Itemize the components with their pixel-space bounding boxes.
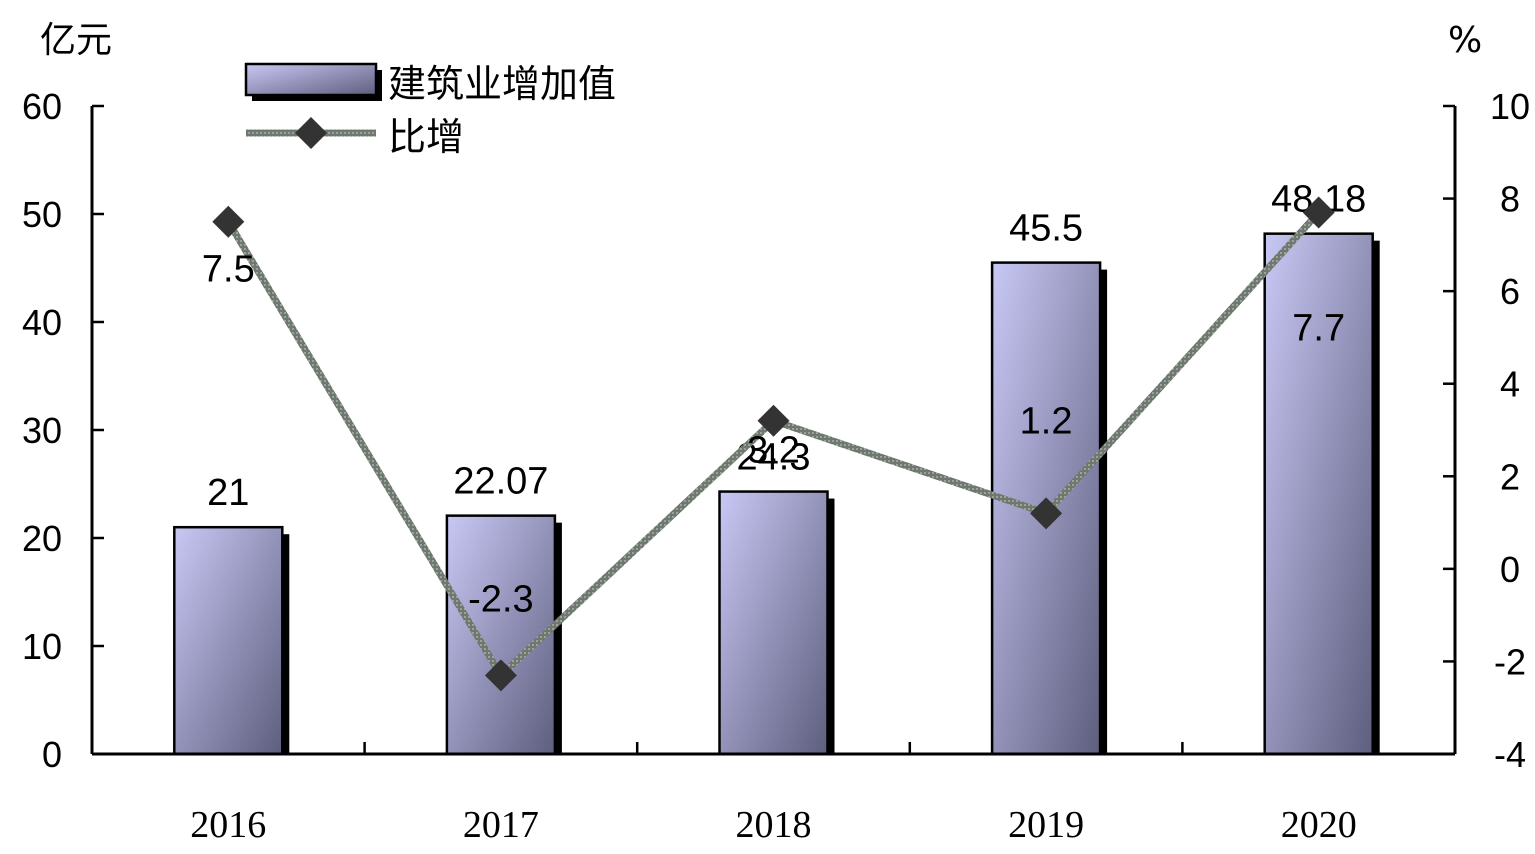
left-axis-tick-label: 0 bbox=[42, 734, 62, 775]
line-marker bbox=[1030, 497, 1063, 530]
bar-value-label: 22.07 bbox=[453, 461, 548, 503]
left-axis-tick-label: 10 bbox=[22, 626, 62, 667]
line-marker bbox=[757, 404, 790, 437]
bar bbox=[718, 490, 829, 756]
line-series: 7.5 -2.3 3.2 1.2 7.7 bbox=[202, 196, 1345, 692]
legend-bar-swatch-fill bbox=[244, 62, 378, 97]
category-label: 2018 bbox=[736, 804, 812, 846]
bar bbox=[1263, 232, 1374, 756]
line-marker bbox=[1302, 196, 1335, 229]
left-axis-ticks: 0 10 20 30 40 50 60 bbox=[22, 86, 104, 775]
right-axis-tick-label: 8 bbox=[1500, 179, 1520, 220]
line-marker bbox=[484, 659, 517, 692]
right-axis-tick-label: 0 bbox=[1500, 549, 1520, 590]
legend-line-label: 比增 bbox=[388, 115, 464, 159]
axes bbox=[90, 106, 1457, 756]
bar-value-label: 45.5 bbox=[1009, 208, 1083, 250]
line-value-label: -2.3 bbox=[468, 578, 533, 620]
legend-bar-label: 建筑业增加值 bbox=[388, 62, 616, 106]
legend-diamond-icon bbox=[295, 117, 327, 149]
line-value-label: 3.2 bbox=[747, 430, 800, 472]
bar-value-label: 21 bbox=[207, 472, 249, 514]
left-axis-tick-label: 60 bbox=[22, 86, 62, 127]
line-marker bbox=[212, 205, 245, 238]
line-value-label: 7.5 bbox=[202, 249, 255, 291]
bar bbox=[173, 525, 284, 756]
right-axis-ticks: -4 -2 0 2 4 6 8 10 bbox=[1443, 86, 1530, 775]
category-label: 2017 bbox=[463, 804, 539, 846]
left-axis-tick-label: 40 bbox=[22, 302, 62, 343]
left-axis-tick-label: 30 bbox=[22, 410, 62, 451]
left-axis-unit: 亿元 bbox=[40, 20, 112, 61]
line-value-label: 1.2 bbox=[1020, 400, 1073, 442]
bar bbox=[445, 514, 557, 756]
right-axis-tick-label: 4 bbox=[1500, 364, 1520, 405]
left-axis-tick-label: 50 bbox=[22, 194, 62, 235]
right-axis-tick-label: -2 bbox=[1494, 641, 1526, 682]
legend: 建筑业增加值 比增 bbox=[244, 62, 616, 159]
right-axis-tick-label: 2 bbox=[1500, 456, 1520, 497]
category-label: 2020 bbox=[1281, 804, 1357, 846]
category-label: 2019 bbox=[1008, 804, 1084, 846]
line-value-label: 7.7 bbox=[1292, 307, 1345, 349]
category-label: 2016 bbox=[190, 804, 266, 846]
left-axis-tick-label: 20 bbox=[22, 518, 62, 559]
category-labels: 2016 2017 2018 2019 2020 bbox=[190, 804, 1356, 846]
right-axis-unit: % bbox=[1448, 20, 1482, 61]
right-axis-tick-label: -4 bbox=[1494, 734, 1526, 775]
right-axis-tick-label: 6 bbox=[1500, 271, 1520, 312]
right-axis-tick-label: 10 bbox=[1490, 86, 1530, 127]
